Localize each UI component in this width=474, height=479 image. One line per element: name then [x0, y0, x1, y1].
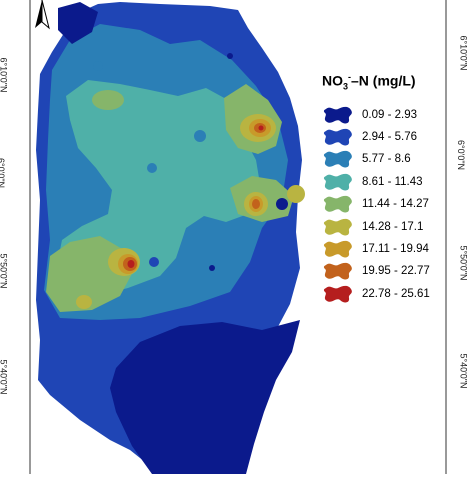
legend-swatch — [323, 106, 352, 124]
zone-class-9-west — [127, 260, 135, 268]
lat-label-left-1: 6°10'0"N — [0, 57, 9, 93]
legend-swatch — [323, 151, 352, 168]
low-spot-7 — [147, 163, 157, 173]
legend-label: 2.94 - 5.76 — [362, 131, 417, 144]
legend-label: 0.09 - 2.93 — [362, 108, 417, 121]
zone-class-6-small — [76, 295, 92, 309]
legend-label: 22.78 - 25.61 — [362, 287, 430, 300]
low-spot-4 — [209, 265, 215, 271]
lat-label-right-4: 5°40'0"N — [458, 353, 469, 389]
legend-label: 14.28 - 17.1 — [362, 220, 424, 233]
legend-title-sub: 3 — [343, 81, 349, 92]
legend-item: 5.77 - 8.6 — [322, 148, 472, 170]
legend-item: 19.95 - 22.77 — [322, 260, 472, 282]
legend-swatch — [323, 218, 352, 236]
legend-title: NO3-–N (mg/L) — [322, 72, 472, 91]
zone-class-1-north — [58, 2, 98, 44]
legend-swatch — [323, 285, 352, 303]
legend-label: 17.11 - 19.94 — [362, 242, 429, 255]
low-spot-3 — [227, 53, 233, 59]
lat-label-right-1: 6°10'0"N — [458, 35, 469, 71]
legend-title-sup: - — [348, 72, 352, 82]
legend-item: 0.09 - 2.93 — [322, 103, 472, 125]
legend-item: 14.28 - 17.1 — [322, 215, 472, 237]
zone-class-6-east2 — [287, 185, 305, 203]
legend-label: 8.61 - 11.43 — [362, 175, 423, 188]
legend-item: 2.94 - 5.76 — [322, 126, 472, 148]
legend-item: 11.44 - 14.27 — [322, 193, 472, 215]
zone-class-8-east — [252, 199, 260, 209]
legend-rows: 0.09 - 2.93 2.94 - 5.76 5.77 - 8.6 8.61 - 1… — [322, 103, 472, 305]
legend-swatch — [323, 240, 352, 258]
legend-item: 22.78 - 25.61 — [322, 283, 472, 305]
legend-title-rest: –N (mg/L) — [351, 72, 416, 89]
legend-swatch — [323, 196, 352, 213]
legend-swatch — [323, 263, 352, 280]
north-arrow-icon — [35, 0, 50, 30]
legend-swatch — [323, 173, 352, 191]
lat-label-left-2: 6°0'0"N — [0, 157, 7, 189]
legend-label: 11.44 - 14.27 — [362, 198, 429, 211]
low-spot-5 — [93, 61, 103, 71]
legend-label: 5.77 - 8.6 — [362, 153, 411, 166]
zone-class-9-northeast — [258, 125, 264, 131]
zone-class-1-south — [110, 320, 300, 474]
legend: NO3-–N (mg/L) 0.09 - 2.93 2.94 - 5.76 5.77… — [322, 72, 472, 305]
lat-label-left-4: 5°40'0"N — [0, 359, 9, 395]
low-spot-1 — [276, 198, 288, 210]
legend-label: 19.95 - 22.77 — [362, 265, 430, 278]
legend-title-main: NO — [322, 72, 343, 89]
legend-swatch — [323, 128, 352, 146]
lat-label-left-3: 5°50'0"N — [0, 253, 9, 289]
low-spot-2 — [149, 257, 159, 267]
low-spot-6 — [194, 130, 206, 142]
legend-item: 8.61 - 11.43 — [322, 171, 472, 193]
legend-item: 17.11 - 19.94 — [322, 238, 472, 260]
zone-class-5-center — [92, 90, 124, 110]
